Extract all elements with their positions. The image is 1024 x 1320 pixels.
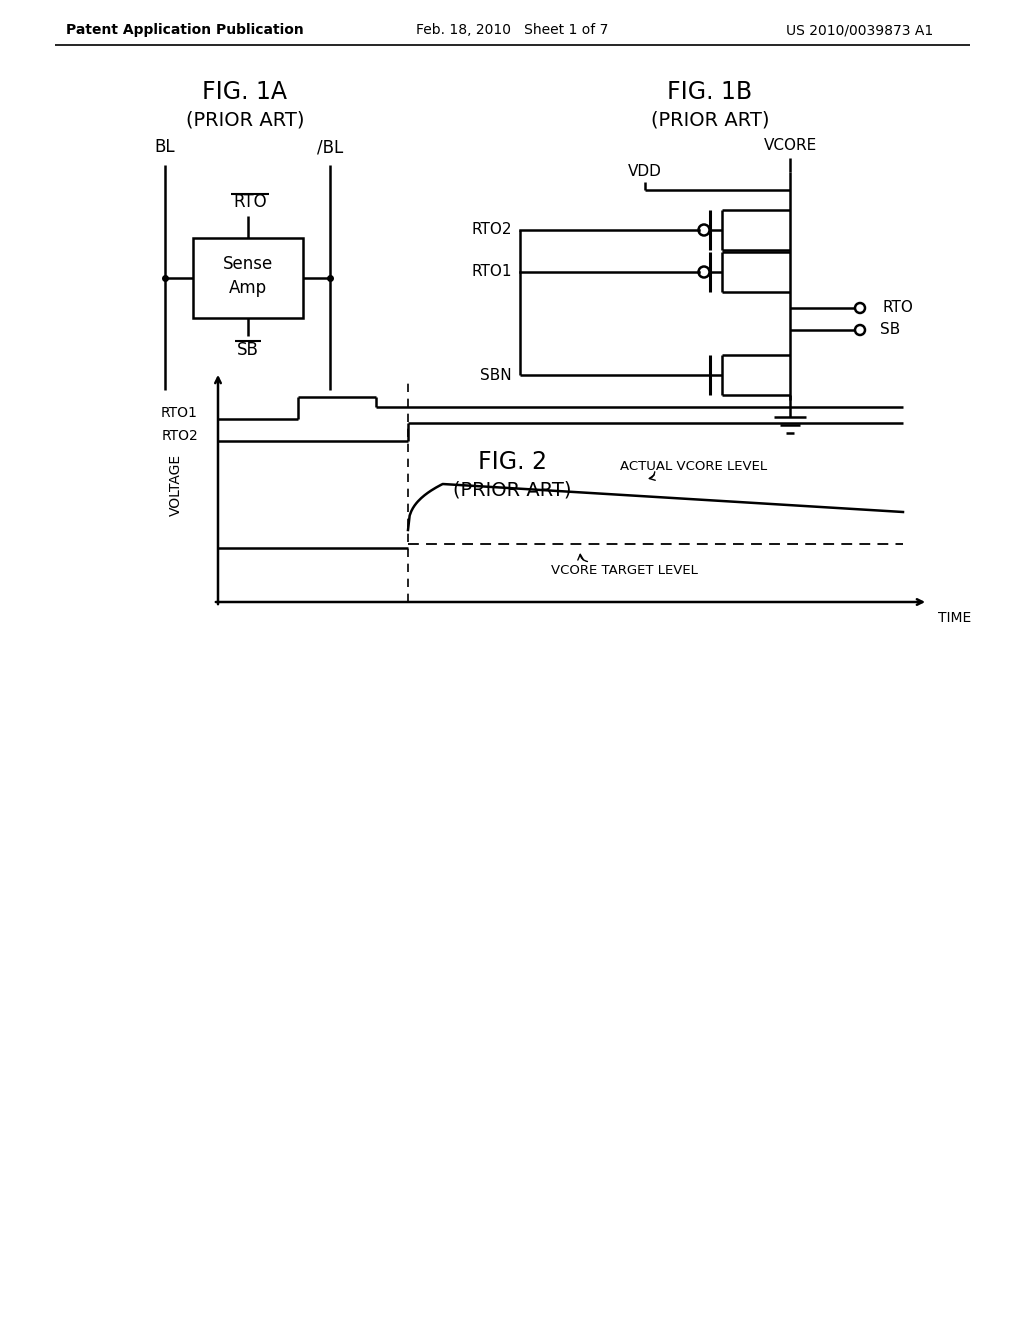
Text: (PRIOR ART): (PRIOR ART) <box>453 480 571 499</box>
Text: VDD: VDD <box>628 165 662 180</box>
Text: ACTUAL VCORE LEVEL: ACTUAL VCORE LEVEL <box>621 459 768 473</box>
Text: Amp: Amp <box>229 279 267 297</box>
Text: BL: BL <box>155 139 175 156</box>
Text: RTO2: RTO2 <box>161 429 198 444</box>
Text: Sense: Sense <box>223 255 273 273</box>
Text: SBN: SBN <box>480 367 512 383</box>
Text: RTO: RTO <box>233 193 267 211</box>
Text: Feb. 18, 2010   Sheet 1 of 7: Feb. 18, 2010 Sheet 1 of 7 <box>416 22 608 37</box>
Text: FIG. 2: FIG. 2 <box>477 450 547 474</box>
Text: RTO: RTO <box>883 301 913 315</box>
Text: FIG. 1A: FIG. 1A <box>203 81 288 104</box>
Text: /BL: /BL <box>316 139 343 156</box>
Text: VOLTAGE: VOLTAGE <box>169 454 183 516</box>
Text: TIME: TIME <box>938 611 972 624</box>
Text: RTO1: RTO1 <box>471 264 512 280</box>
Text: RTO1: RTO1 <box>161 407 198 420</box>
Text: RTO2: RTO2 <box>471 223 512 238</box>
Text: (PRIOR ART): (PRIOR ART) <box>185 111 304 129</box>
Text: VCORE TARGET LEVEL: VCORE TARGET LEVEL <box>551 564 697 577</box>
Bar <box>193 238 303 318</box>
Text: FIG. 1B: FIG. 1B <box>668 81 753 104</box>
Text: SB: SB <box>238 341 259 359</box>
Text: US 2010/0039873 A1: US 2010/0039873 A1 <box>786 22 934 37</box>
Text: (PRIOR ART): (PRIOR ART) <box>650 111 769 129</box>
Text: Patent Application Publication: Patent Application Publication <box>67 22 304 37</box>
Text: SB: SB <box>880 322 900 338</box>
Text: VCORE: VCORE <box>763 137 816 153</box>
